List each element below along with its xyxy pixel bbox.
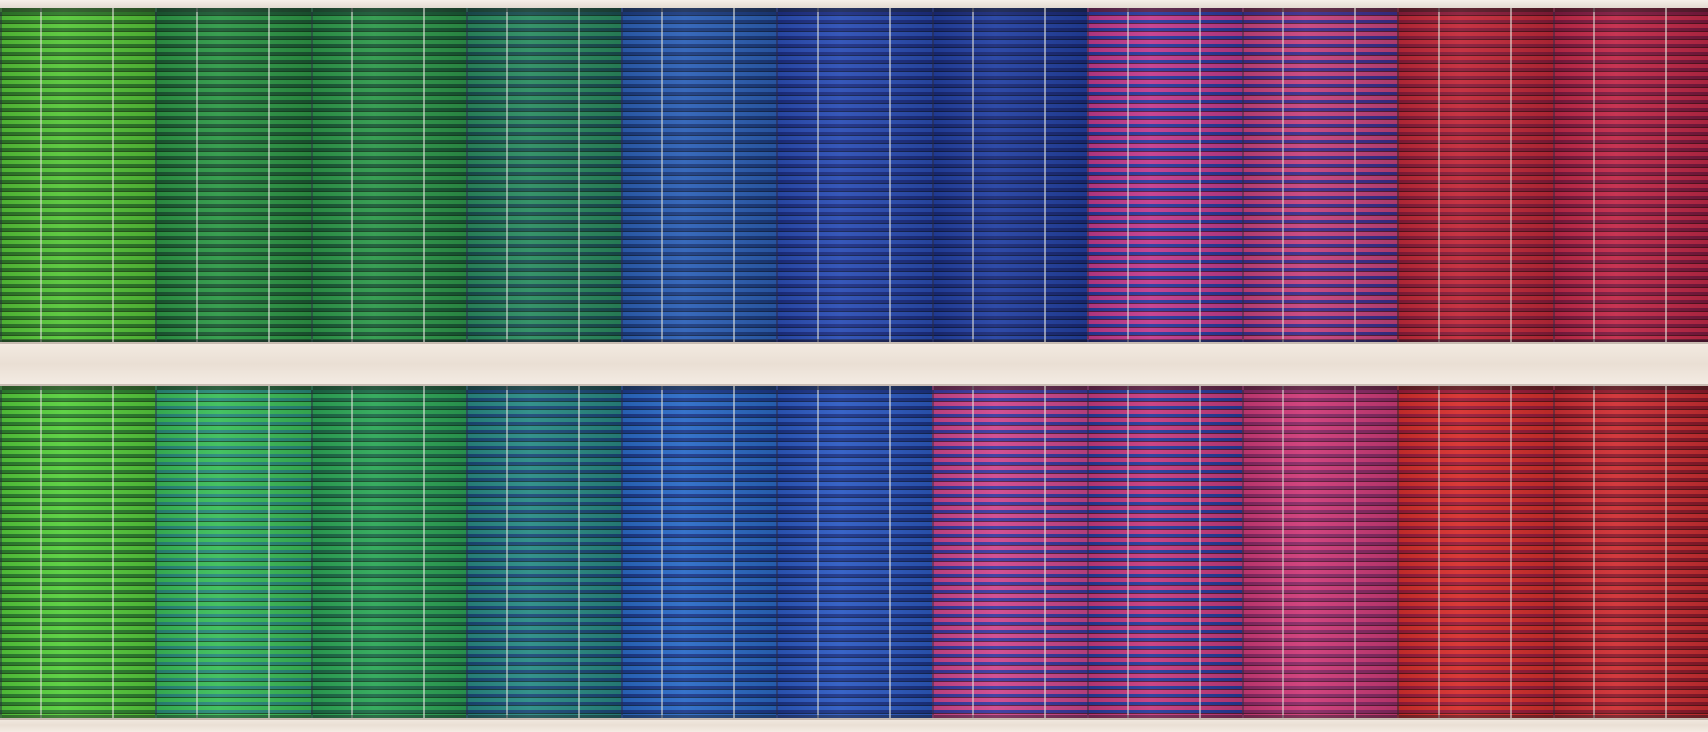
blind-bottomrail xyxy=(1554,715,1708,718)
blind-headrail xyxy=(1088,8,1243,12)
window-blind xyxy=(1552,8,1708,342)
blind-shading xyxy=(623,8,777,342)
blind-headrail xyxy=(1399,386,1553,390)
blind-bottomrail xyxy=(1399,715,1553,718)
blind-headrail xyxy=(1554,8,1708,12)
window-blind xyxy=(1086,8,1243,342)
blind-headrail xyxy=(1554,386,1708,390)
blind-bottomrail xyxy=(312,339,466,342)
window-blind xyxy=(776,386,932,718)
blind-shading xyxy=(2,386,156,718)
blind-headrail xyxy=(312,8,466,12)
window-blind xyxy=(310,8,466,342)
blind-bottomrail xyxy=(933,715,1087,718)
blind-shading xyxy=(1399,8,1553,342)
blind-headrail xyxy=(933,386,1087,390)
blind-headrail xyxy=(157,386,311,390)
blind-bottomrail xyxy=(933,339,1087,342)
blind-shading xyxy=(1554,8,1708,342)
blind-headrail xyxy=(1088,386,1243,390)
blind-headrail xyxy=(778,386,932,390)
blind-bottomrail xyxy=(778,715,932,718)
blind-shading xyxy=(2,8,156,342)
upper-window-row xyxy=(0,8,1708,342)
window-blind xyxy=(1397,8,1553,342)
blind-bottomrail xyxy=(312,715,466,718)
window-blind xyxy=(621,8,777,342)
blind-bottomrail xyxy=(157,715,311,718)
blind-bottomrail xyxy=(467,715,622,718)
blind-bottomrail xyxy=(2,339,156,342)
blind-shading xyxy=(1244,8,1398,342)
blind-headrail xyxy=(1244,8,1398,12)
window-blind xyxy=(310,386,466,718)
blind-shading xyxy=(157,8,311,342)
blind-shading xyxy=(1554,386,1708,718)
window-blind xyxy=(931,386,1087,718)
facade-floor-band xyxy=(0,342,1708,386)
window-blind xyxy=(0,386,156,718)
blind-shading xyxy=(312,8,466,342)
window-blind xyxy=(931,8,1087,342)
blind-shading xyxy=(1088,8,1243,342)
window-blind xyxy=(1242,8,1398,342)
blind-bottomrail xyxy=(1554,339,1708,342)
blind-shading xyxy=(778,386,932,718)
blind-shading xyxy=(933,386,1087,718)
blind-headrail xyxy=(467,8,622,12)
facade-bottom-band xyxy=(0,718,1708,732)
window-blind xyxy=(0,8,156,342)
blind-headrail xyxy=(467,386,622,390)
window-blind xyxy=(155,8,311,342)
blind-shading xyxy=(623,386,777,718)
window-blind xyxy=(155,386,311,718)
blind-bottomrail xyxy=(1244,715,1398,718)
blind-shading xyxy=(933,8,1087,342)
blind-bottomrail xyxy=(157,339,311,342)
blind-bottomrail xyxy=(623,339,777,342)
blind-headrail xyxy=(623,8,777,12)
window-blind xyxy=(621,386,777,718)
window-blind xyxy=(1552,386,1708,718)
blind-headrail xyxy=(933,8,1087,12)
blind-shading xyxy=(1244,386,1398,718)
window-blind xyxy=(465,386,622,718)
lower-window-row xyxy=(0,386,1708,718)
blind-bottomrail xyxy=(1088,715,1243,718)
window-blind xyxy=(776,8,932,342)
blind-bottomrail xyxy=(1244,339,1398,342)
blind-shading xyxy=(778,8,932,342)
blind-headrail xyxy=(1399,8,1553,12)
blind-shading xyxy=(157,386,311,718)
window-blind xyxy=(465,8,622,342)
blind-headrail xyxy=(1244,386,1398,390)
window-blind xyxy=(1397,386,1553,718)
blind-headrail xyxy=(157,8,311,12)
blind-bottomrail xyxy=(623,715,777,718)
blind-headrail xyxy=(2,386,156,390)
blind-headrail xyxy=(2,8,156,12)
window-blind xyxy=(1086,386,1243,718)
blind-shading xyxy=(312,386,466,718)
blind-shading xyxy=(467,386,622,718)
blind-headrail xyxy=(778,8,932,12)
blind-bottomrail xyxy=(1088,339,1243,342)
blind-bottomrail xyxy=(467,339,622,342)
blind-bottomrail xyxy=(2,715,156,718)
blind-bottomrail xyxy=(778,339,932,342)
top-edge xyxy=(0,0,1708,8)
blind-headrail xyxy=(623,386,777,390)
blind-bottomrail xyxy=(1399,339,1553,342)
blind-shading xyxy=(467,8,622,342)
blind-shading xyxy=(1399,386,1553,718)
blind-shading xyxy=(1088,386,1243,718)
window-blind xyxy=(1242,386,1398,718)
blind-headrail xyxy=(312,386,466,390)
